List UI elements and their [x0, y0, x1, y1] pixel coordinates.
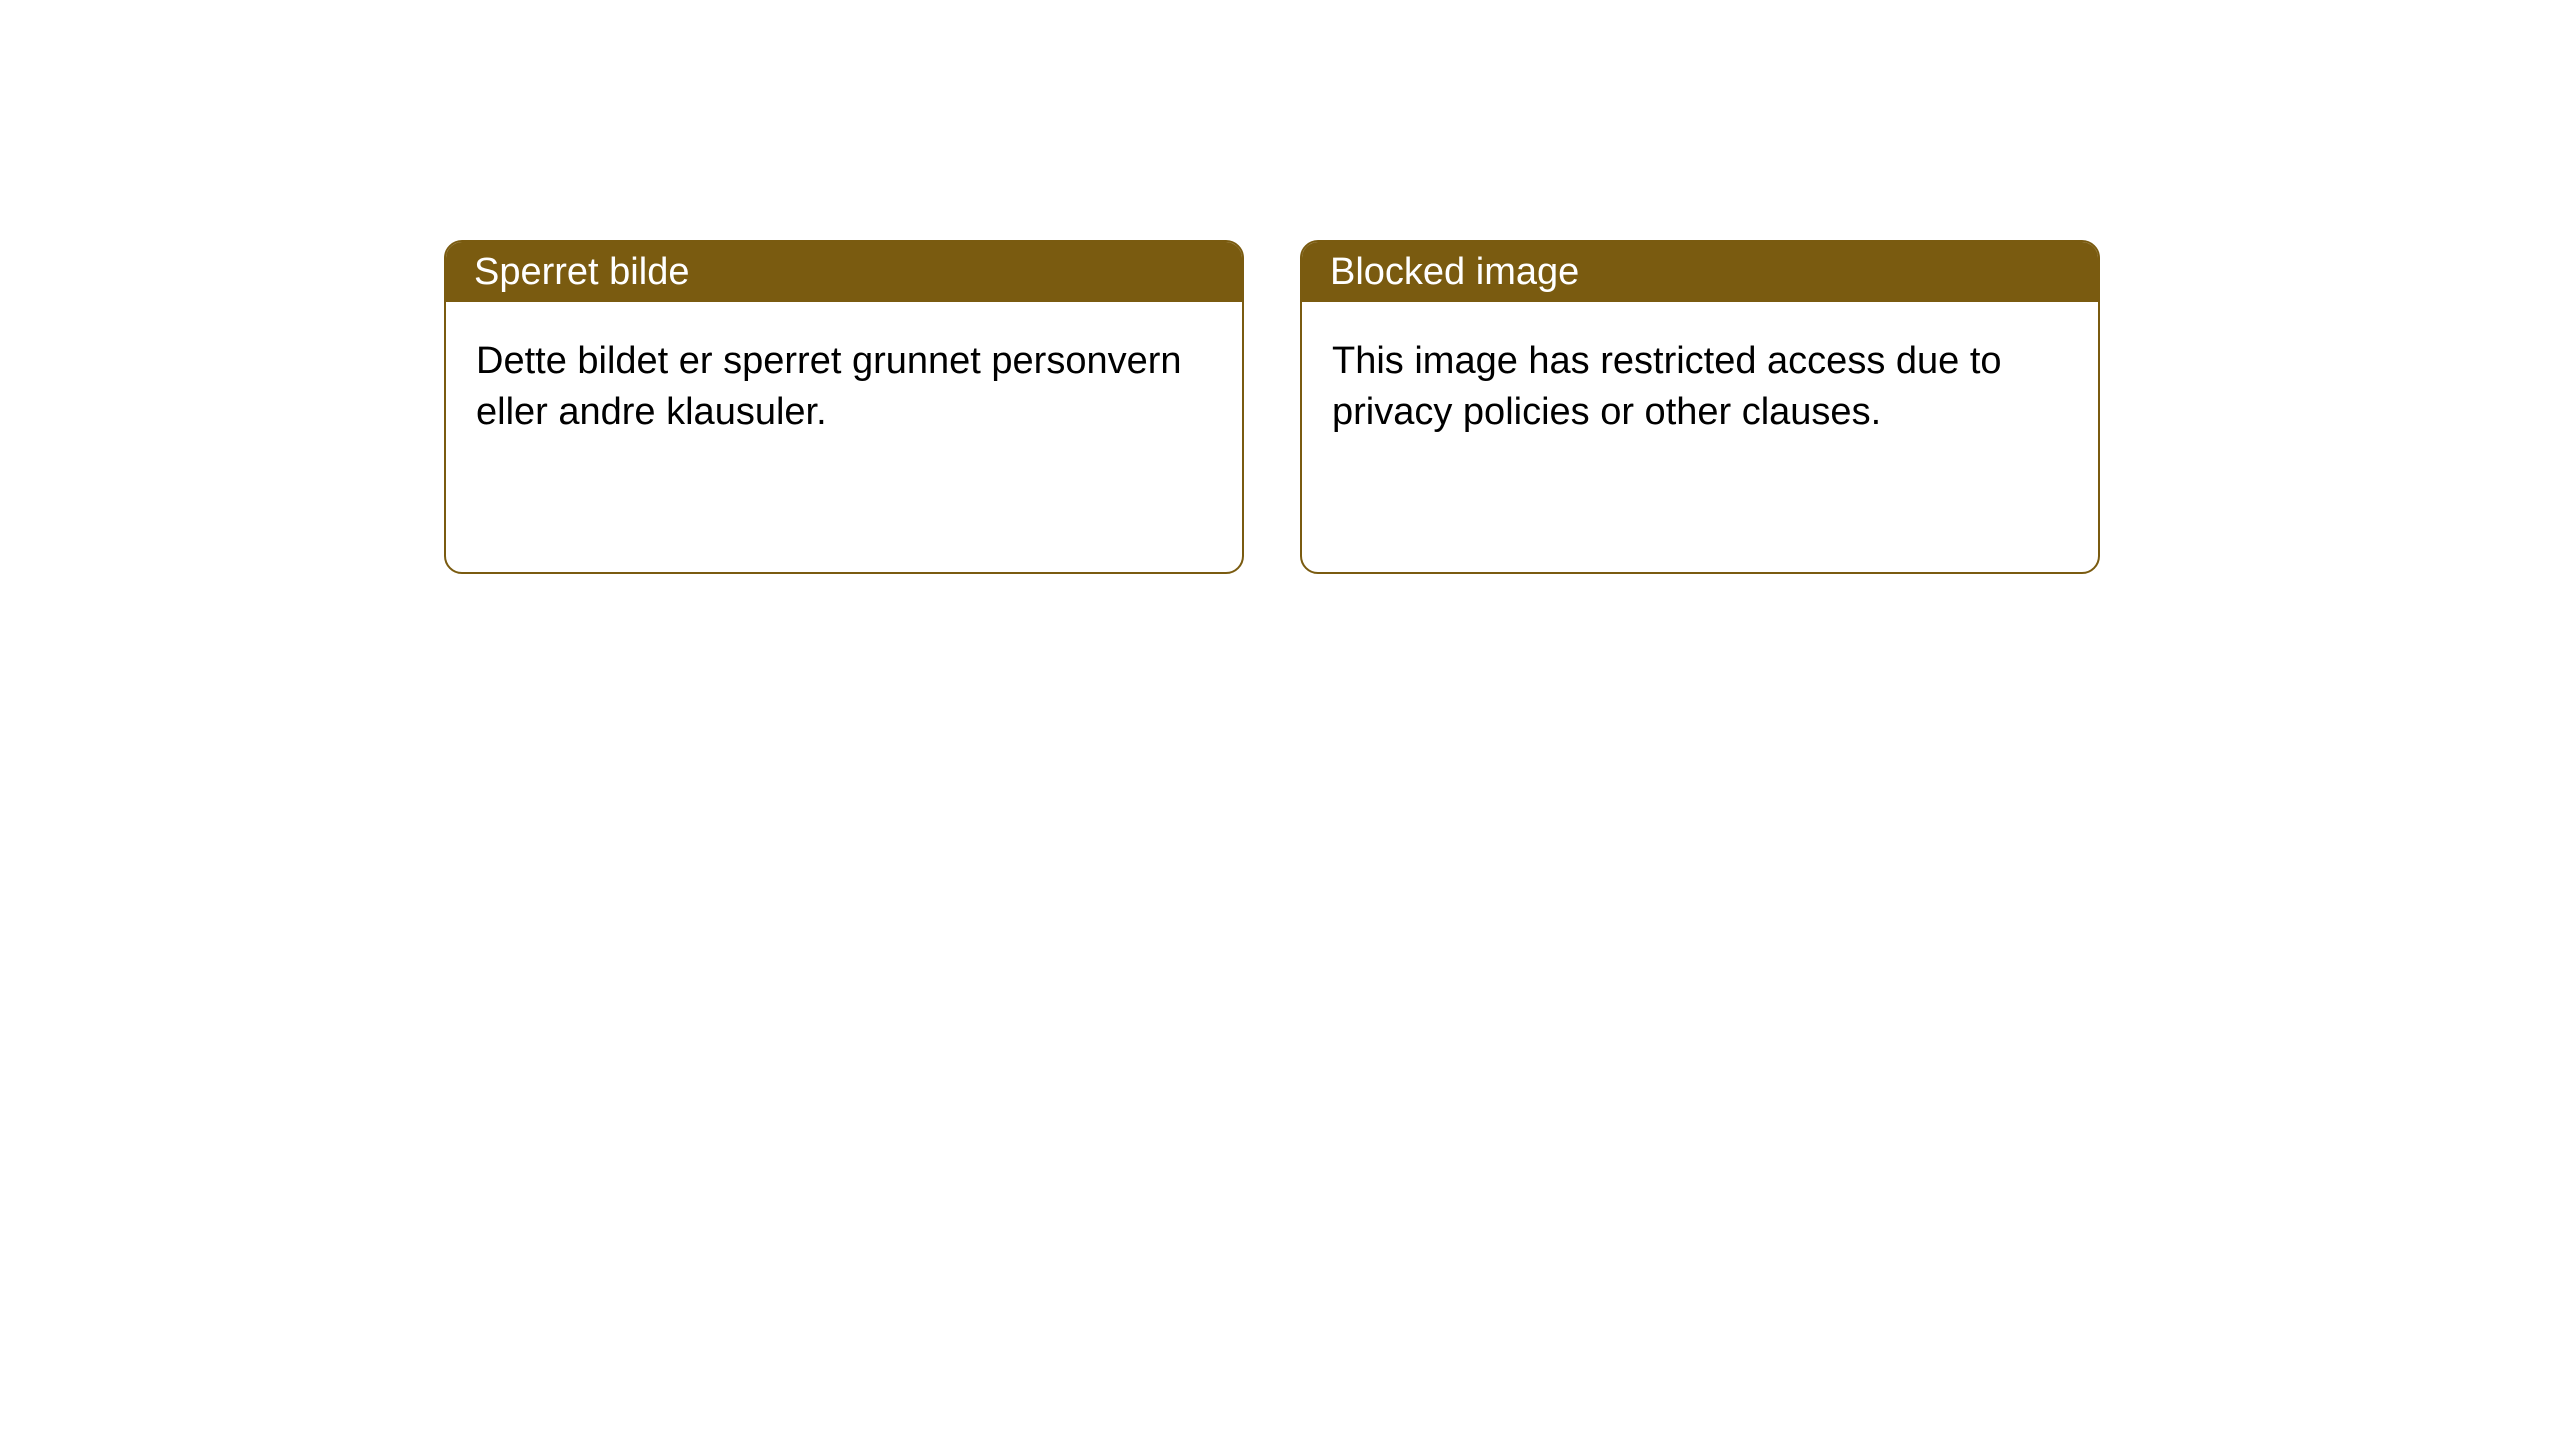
notice-card-no: Sperret bilde Dette bildet er sperret gr…: [444, 240, 1244, 574]
notice-body-no: Dette bildet er sperret grunnet personve…: [446, 302, 1242, 572]
notice-title-no: Sperret bilde: [446, 242, 1242, 302]
notice-card-en: Blocked image This image has restricted …: [1300, 240, 2100, 574]
notice-title-en: Blocked image: [1302, 242, 2098, 302]
notice-body-en: This image has restricted access due to …: [1302, 302, 2098, 572]
notice-container: Sperret bilde Dette bildet er sperret gr…: [0, 0, 2560, 574]
